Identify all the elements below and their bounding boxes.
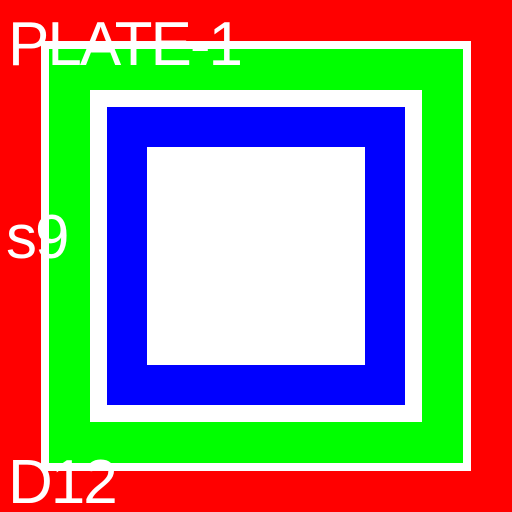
plate-label: PLATE-1 — [8, 10, 243, 79]
sample-label: s9 — [6, 203, 70, 272]
white-center-square — [147, 147, 365, 365]
well-label: D12 — [8, 448, 118, 512]
